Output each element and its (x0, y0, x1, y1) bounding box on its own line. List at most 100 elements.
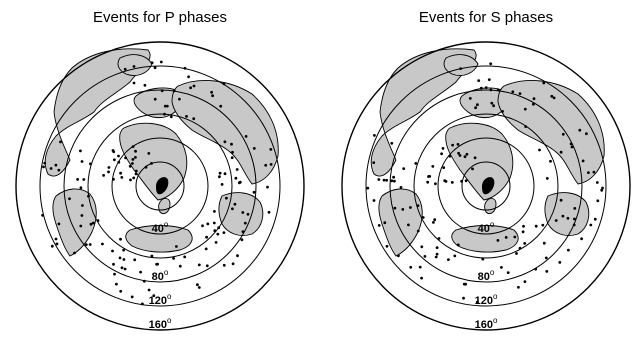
event-dot (123, 267, 127, 271)
event-dot (390, 141, 394, 145)
event-dot (112, 150, 116, 154)
event-dot (435, 246, 439, 249)
event-dot (385, 178, 388, 182)
ring-label-degree-symbol: o (167, 292, 172, 301)
event-dot (134, 156, 137, 159)
distance-ring (39, 65, 281, 307)
event-dot (558, 261, 562, 264)
distance-ring (111, 137, 209, 235)
event-dot (212, 221, 216, 225)
ring-label-degree-symbol: o (493, 292, 498, 301)
event-dot (79, 149, 82, 153)
event-dot (220, 183, 224, 186)
event-dot (477, 79, 481, 82)
event-dot (218, 171, 222, 175)
event-dot (523, 107, 527, 111)
landmass-madagascar (158, 197, 171, 215)
event-dot (50, 244, 54, 248)
event-dot (473, 156, 477, 160)
event-dot (107, 170, 110, 174)
event-dot (450, 181, 454, 184)
event-dot (393, 179, 396, 183)
event-dot (441, 147, 445, 150)
event-dot (578, 128, 582, 132)
event-dot (120, 176, 124, 179)
panel-title: Events for S phases (418, 9, 554, 26)
event-dot (377, 224, 381, 227)
event-dot (156, 262, 159, 266)
event-dot (409, 206, 412, 209)
map-panel-s-phases: Events for S phases 40o 80o 120o 160o (336, 0, 636, 342)
event-dot (544, 256, 548, 260)
event-dot (89, 222, 93, 226)
event-dot (423, 255, 427, 258)
event-dot (102, 174, 105, 177)
event-dot (496, 239, 500, 242)
event-dot (68, 197, 71, 201)
event-dot (128, 164, 132, 168)
event-dot (124, 156, 127, 160)
event-dot (457, 151, 460, 155)
event-dot (197, 286, 201, 289)
event-dot (456, 143, 460, 146)
ring-label-degrees: 120 (149, 295, 167, 307)
event-dot (141, 302, 144, 306)
event-dot (541, 223, 545, 227)
event-dot (183, 255, 187, 259)
event-dot (217, 226, 221, 230)
event-dot (372, 161, 376, 164)
event-dot (570, 145, 574, 149)
event-dot (246, 212, 250, 216)
event-dot (223, 140, 227, 144)
event-dot (42, 165, 45, 169)
event-dot (134, 149, 137, 153)
ring-label: 40o (152, 220, 169, 235)
event-dot (76, 178, 79, 181)
event-dot (501, 110, 504, 113)
panel-title: Events for P phases (93, 9, 227, 26)
event-dot (243, 221, 247, 225)
event-dot (464, 179, 468, 183)
event-dot (241, 211, 245, 214)
event-dot (593, 217, 597, 221)
ring-label: 80o (478, 268, 495, 283)
ring-label: 120o (475, 292, 498, 307)
distance-ring (461, 161, 511, 211)
event-dot (80, 160, 84, 163)
distance-ring (87, 113, 233, 259)
event-dot (235, 168, 239, 171)
event-dot (150, 61, 154, 65)
event-dot (115, 282, 118, 286)
event-dot (587, 171, 590, 174)
ring-label: 120o (149, 292, 172, 307)
event-dot (523, 242, 527, 245)
event-dot (490, 101, 494, 105)
event-dot (600, 188, 604, 192)
event-dot (218, 175, 221, 179)
event-dot (153, 66, 157, 70)
event-dot (442, 166, 446, 169)
event-dot (440, 152, 443, 156)
event-dot (73, 251, 76, 255)
event-dot (54, 237, 58, 241)
landmass-africa (445, 122, 514, 201)
event-dot (134, 172, 138, 176)
event-dot (234, 176, 238, 180)
event-dot (222, 82, 226, 86)
distance-ring (413, 113, 559, 259)
event-dot (431, 165, 435, 168)
event-dot (518, 246, 522, 250)
event-dot (538, 148, 541, 152)
event-dot (112, 262, 115, 266)
landmass-madagascar (484, 197, 497, 215)
event-dot (252, 147, 256, 150)
event-dot (506, 271, 510, 274)
event-dot (596, 199, 600, 203)
event-dot (573, 217, 576, 221)
event-dot (595, 181, 599, 184)
event-dot (210, 90, 213, 94)
event-dot (159, 60, 163, 64)
landmass-europe (133, 87, 182, 119)
